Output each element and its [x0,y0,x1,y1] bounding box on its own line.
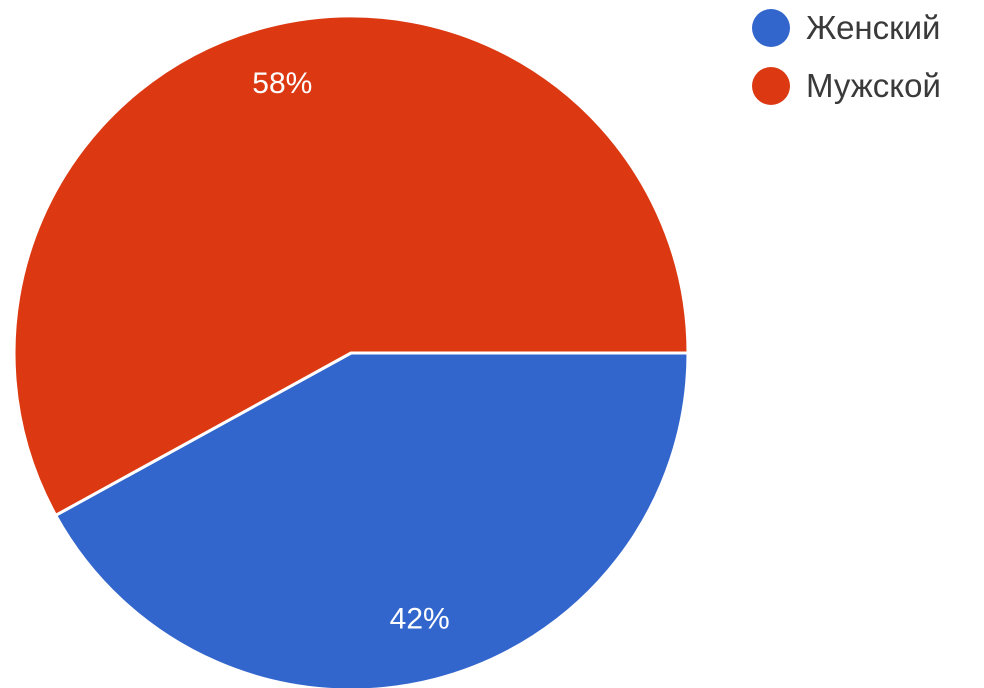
pie-slice-zhenskiy[interactable] [54,351,690,688]
legend-item-zhenskiy[interactable]: Женский [752,8,941,48]
legend: Женский Мужской [752,8,941,124]
pie-slice-muzhskoy[interactable] [12,14,690,517]
legend-label-zhenskiy: Женский [806,9,941,46]
slice-label-zhenskiy: 42% [390,603,450,636]
slice-label-muzhskoy: 58% [252,67,312,100]
legend-label-muzhskoy: Мужской [806,67,941,104]
legend-swatch-muzhskoy [752,67,790,105]
legend-swatch-zhenskiy [752,9,790,47]
legend-item-muzhskoy[interactable]: Мужской [752,66,941,106]
